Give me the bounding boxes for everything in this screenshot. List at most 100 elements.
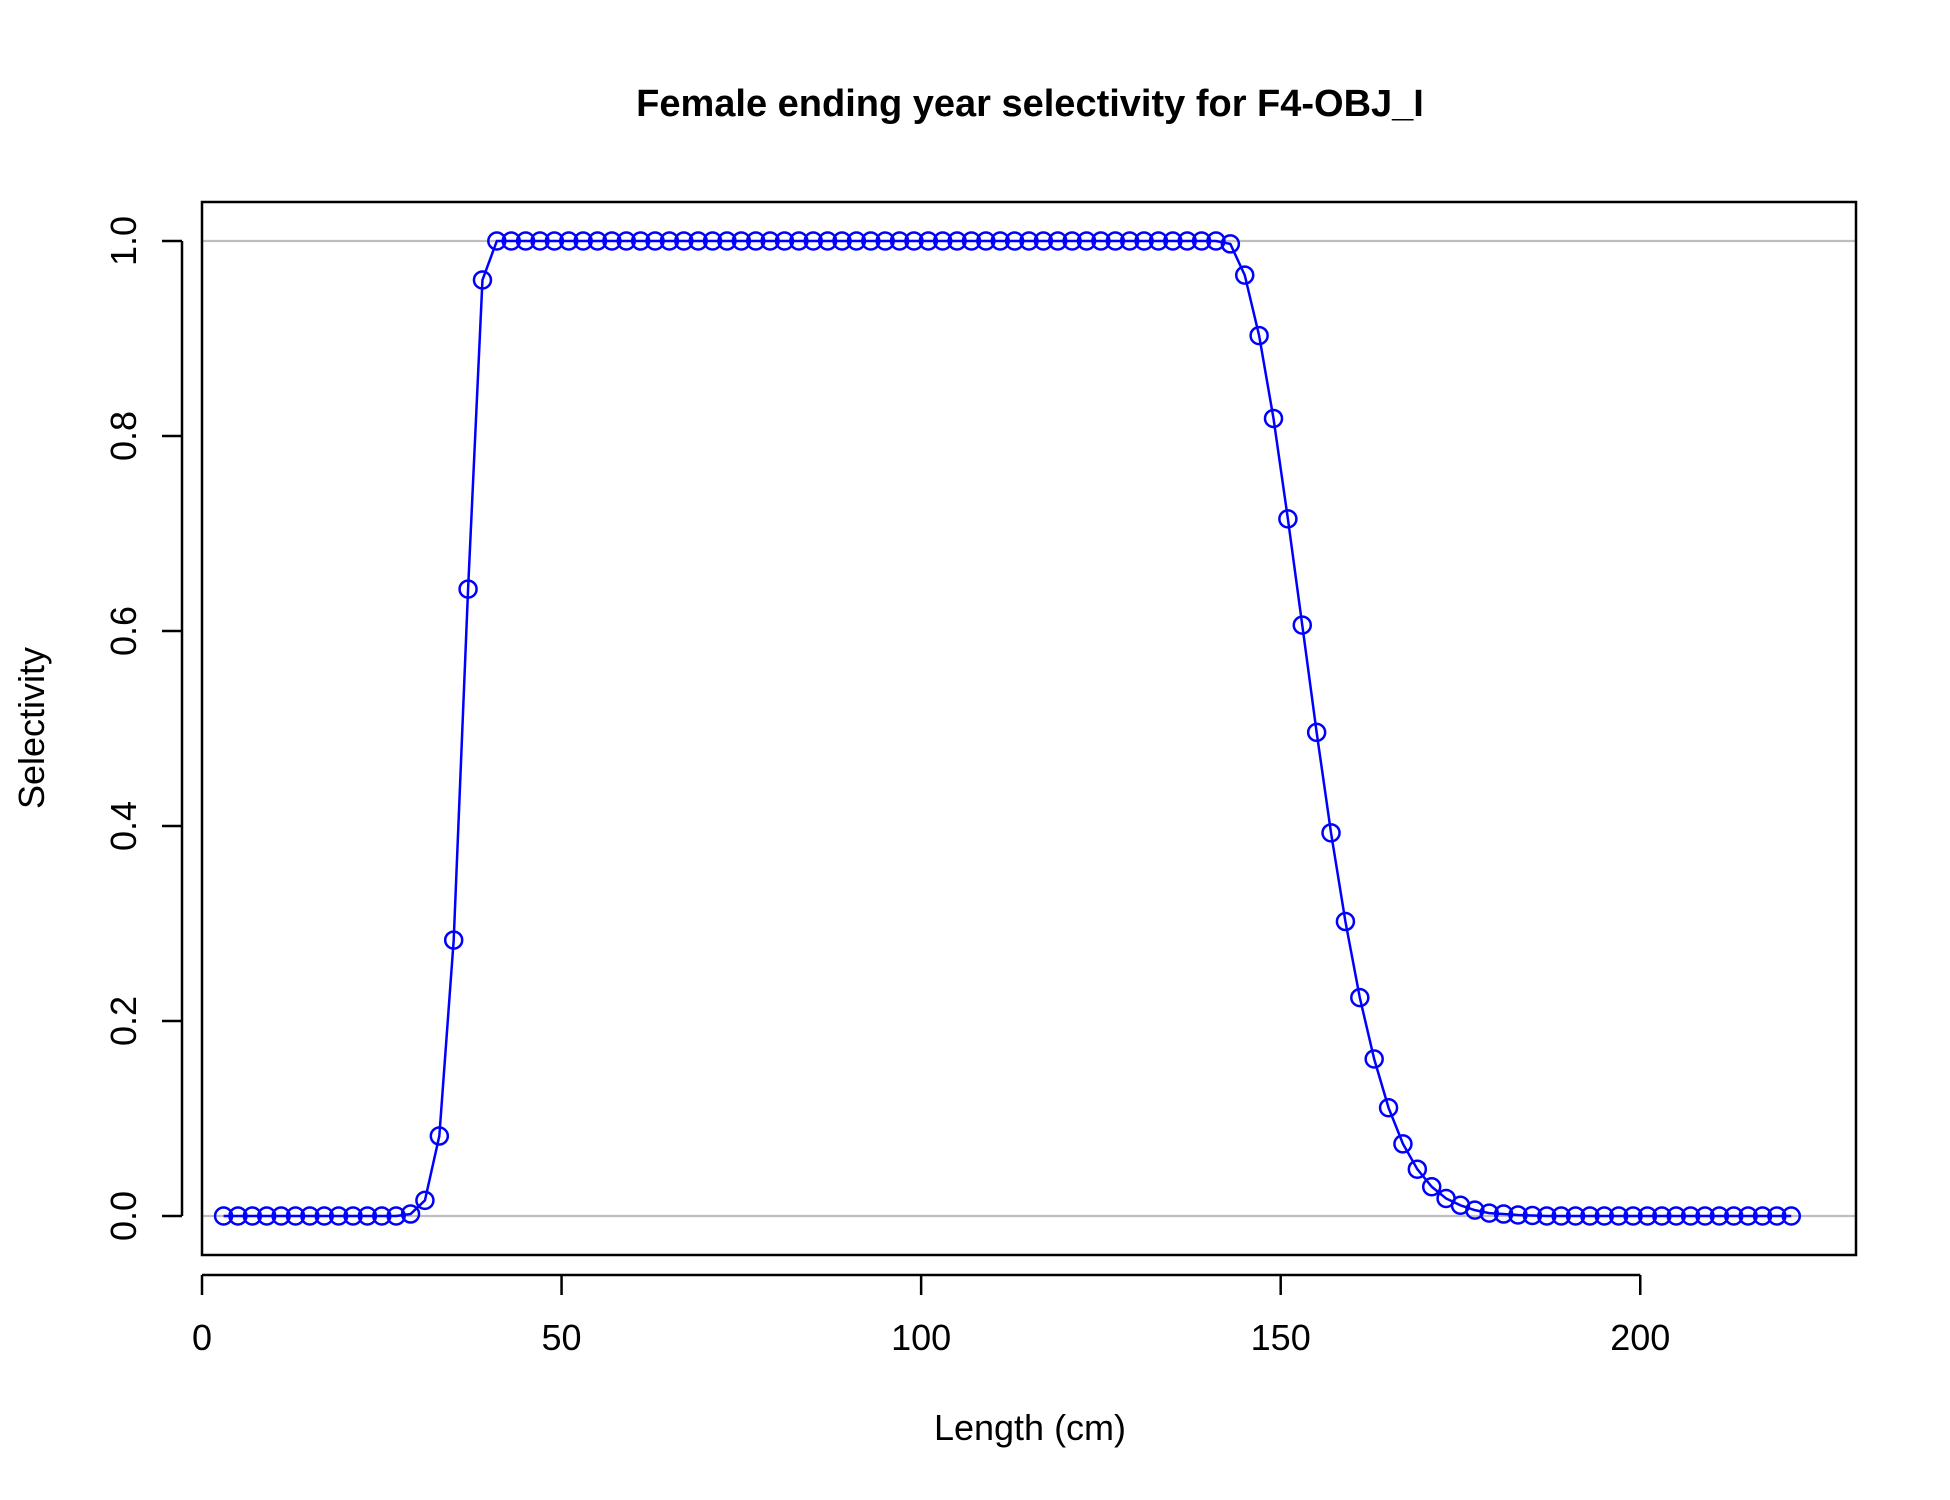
data-point xyxy=(1234,265,1255,285)
data-point xyxy=(1421,1177,1442,1197)
data-point xyxy=(228,1206,248,1226)
data-point xyxy=(817,231,838,251)
data-point xyxy=(674,231,694,251)
data-point xyxy=(1723,1206,1744,1226)
data-point xyxy=(645,231,665,251)
data-point xyxy=(1738,1206,1758,1226)
data-point xyxy=(1608,1206,1629,1226)
data-point xyxy=(242,1206,263,1226)
data-point xyxy=(256,1206,277,1226)
x-tick-label: 0 xyxy=(192,1317,212,1358)
data-point xyxy=(1537,1206,1557,1226)
data-point xyxy=(1350,987,1370,1008)
data-point xyxy=(602,231,622,251)
data-point xyxy=(932,231,953,251)
data-point xyxy=(1335,911,1356,932)
data-point xyxy=(1522,1205,1543,1226)
y-tick-label: 0.6 xyxy=(103,606,144,656)
data-point xyxy=(1321,823,1341,843)
data-point xyxy=(458,579,478,599)
data-point xyxy=(1105,231,1126,251)
data-point xyxy=(530,231,550,251)
data-point xyxy=(1220,234,1241,254)
data-point xyxy=(1767,1206,1787,1226)
data-point xyxy=(1249,325,1269,346)
data-point xyxy=(1134,231,1154,251)
data-point xyxy=(400,1204,421,1224)
data-point xyxy=(372,1206,392,1226)
data-point xyxy=(1177,231,1197,251)
data-point xyxy=(717,231,737,251)
data-point xyxy=(1163,231,1183,251)
data-point xyxy=(889,231,910,251)
data-point xyxy=(1191,231,1212,251)
data-point xyxy=(1292,615,1313,635)
data-point xyxy=(861,231,881,251)
data-point xyxy=(415,1190,435,1211)
data-point xyxy=(832,231,852,251)
data-point xyxy=(300,1206,320,1226)
data-point xyxy=(328,1206,349,1226)
reference-lines xyxy=(202,239,1856,1218)
data-point xyxy=(1019,231,1039,251)
data-point xyxy=(976,231,996,251)
data-point xyxy=(429,1126,450,1146)
x-axis: 0 50 100 150 200 xyxy=(192,1273,1670,1358)
data-point xyxy=(688,231,708,251)
data-point xyxy=(731,231,752,251)
data-point xyxy=(1695,1206,1715,1226)
data-point xyxy=(1091,231,1111,251)
data-point xyxy=(271,1206,291,1226)
y-tick-label: 1.0 xyxy=(103,216,144,266)
data-point xyxy=(659,231,680,251)
data-point xyxy=(1508,1205,1528,1225)
data-point xyxy=(357,1206,378,1226)
y-tick-label: 0.8 xyxy=(103,411,144,461)
data-point xyxy=(1652,1206,1672,1226)
data-point xyxy=(774,231,795,251)
x-tick-label: 50 xyxy=(542,1317,582,1358)
data-point xyxy=(1666,1206,1686,1226)
data-point xyxy=(760,231,780,251)
data-point xyxy=(745,231,766,251)
data-point xyxy=(1781,1206,1802,1226)
data-point xyxy=(343,1206,363,1226)
data-point xyxy=(1206,231,1226,251)
data-point xyxy=(1004,231,1025,251)
data-point xyxy=(1637,1206,1658,1226)
data-point xyxy=(947,231,967,251)
x-tick-label: 100 xyxy=(891,1317,951,1358)
x-tick-label: 150 xyxy=(1251,1317,1311,1358)
data-point xyxy=(1551,1206,1571,1226)
y-axis-label: Selectivity xyxy=(11,647,52,809)
series-line xyxy=(223,239,1792,1218)
data-point xyxy=(846,231,867,251)
data-point xyxy=(702,231,723,251)
data-point xyxy=(1680,1206,1701,1226)
data-point xyxy=(1565,1206,1586,1226)
data-point xyxy=(1278,509,1298,529)
data-point xyxy=(1407,1159,1428,1179)
data-point xyxy=(990,231,1010,251)
data-point xyxy=(443,930,464,950)
chart-title: Female ending year selectivity for F4-OB… xyxy=(636,83,1424,125)
data-point xyxy=(1623,1206,1643,1226)
x-axis-label: Length (cm) xyxy=(934,1407,1126,1448)
data-point xyxy=(559,231,579,251)
data-point xyxy=(904,231,924,251)
data-point xyxy=(961,231,982,251)
data-point xyxy=(1378,1098,1399,1118)
y-tick-label: 0.2 xyxy=(103,996,144,1046)
data-point xyxy=(1119,231,1140,251)
data-point xyxy=(544,231,565,251)
data-point xyxy=(1465,1200,1485,1220)
data-point xyxy=(472,270,493,290)
data-point xyxy=(1493,1204,1514,1224)
data-point xyxy=(1148,231,1169,251)
data-point xyxy=(1263,408,1284,429)
data-point xyxy=(1062,231,1082,251)
data-point xyxy=(1306,722,1327,743)
data-point xyxy=(918,231,939,251)
y-tick-label: 0.4 xyxy=(103,801,144,851)
